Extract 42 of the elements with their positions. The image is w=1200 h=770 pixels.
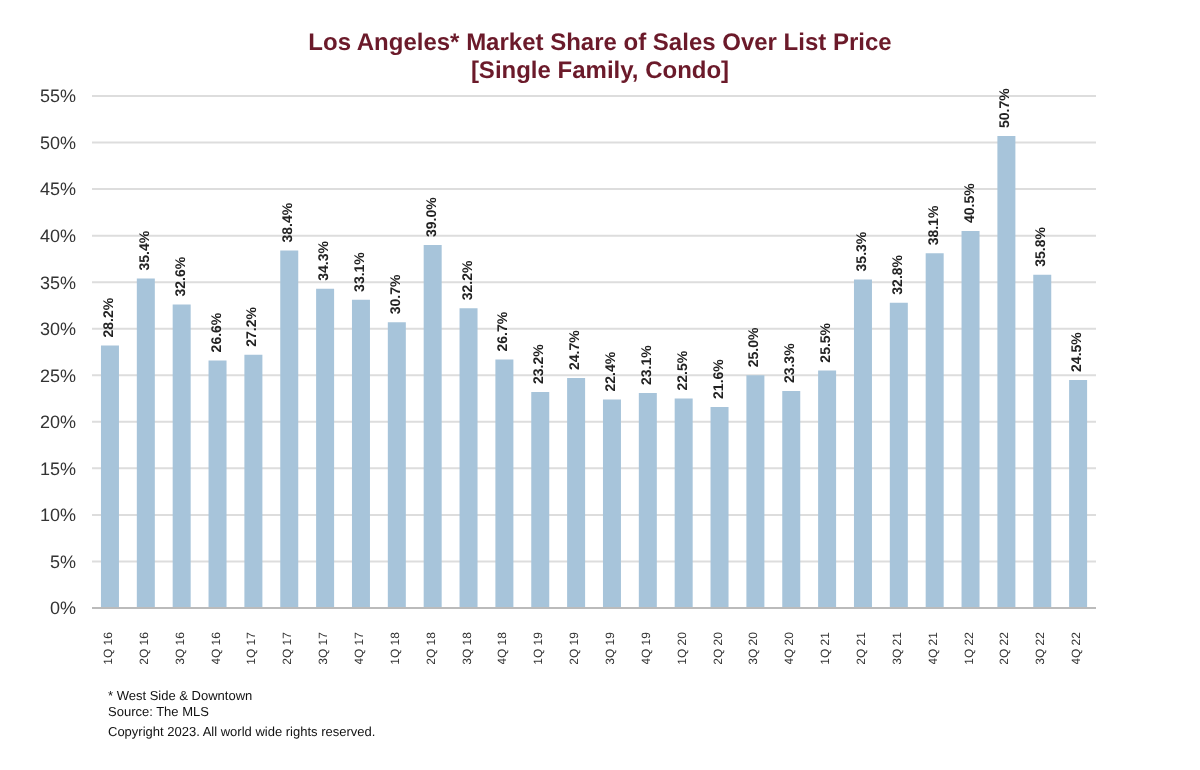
chart-subtitle: [Single Family, Condo] [468, 56, 732, 84]
bar [423, 244, 442, 608]
bar [961, 230, 980, 608]
bar [997, 136, 1016, 608]
y-tick-label: 50% [39, 132, 76, 153]
y-tick-label: 45% [39, 179, 76, 200]
bar [710, 406, 729, 608]
chart-title: Los Angeles* Market Share of Sales Over List Price [306, 28, 894, 56]
bar [459, 308, 478, 608]
y-tick-label: 10% [39, 505, 76, 526]
bar [387, 322, 406, 608]
bar [638, 392, 657, 608]
bar [244, 354, 263, 608]
bar [1069, 379, 1088, 608]
bar [782, 391, 801, 608]
bar [172, 304, 191, 608]
y-tick-label: 35% [39, 272, 76, 293]
bar [674, 398, 693, 608]
y-tick-label: 25% [39, 365, 76, 386]
y-tick-label: 20% [39, 412, 76, 433]
bar [818, 370, 837, 608]
bar [925, 253, 944, 608]
bar [1033, 274, 1052, 608]
bar [136, 278, 155, 608]
bar [316, 288, 335, 608]
y-tick-label: 15% [39, 458, 76, 479]
bar [280, 250, 299, 608]
bar [746, 375, 765, 608]
y-tick-label: 55% [39, 86, 76, 107]
y-tick-label: 40% [39, 226, 76, 247]
bar [889, 302, 908, 608]
y-tick-label: 5% [49, 551, 76, 572]
bar [602, 399, 621, 608]
y-tick-label: 30% [39, 319, 76, 340]
bar [567, 378, 586, 608]
bar [531, 392, 550, 608]
bar [100, 345, 119, 608]
y-tick-label: 0% [49, 598, 76, 619]
bar [351, 299, 370, 608]
bar [495, 359, 514, 608]
bar [208, 360, 227, 608]
bar [853, 279, 872, 608]
